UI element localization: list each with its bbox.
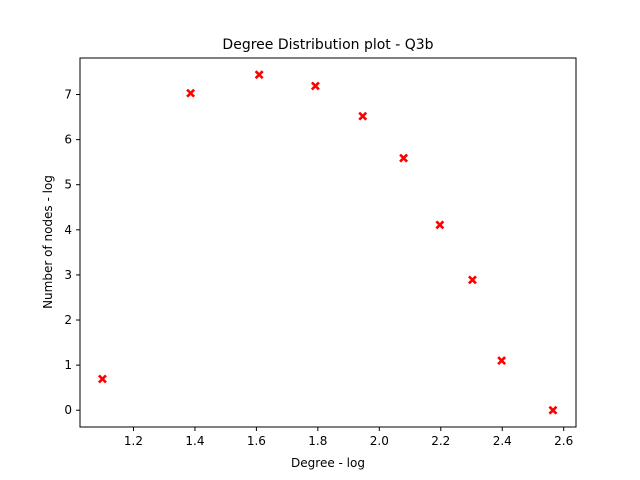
- data-point: [399, 153, 409, 163]
- data-point: [548, 405, 558, 415]
- x-axis-ticks: 1.2 1.4 1.6 1.8 2.0 2.2 2.4 2.6: [124, 427, 573, 448]
- x-tick-label: 2.0: [370, 434, 389, 448]
- y-tick-label: 5: [64, 178, 72, 192]
- y-tick-label: 6: [64, 133, 72, 147]
- x-tick-label: 1.2: [124, 434, 143, 448]
- data-point: [435, 220, 445, 230]
- x-axis-label: Degree - log: [291, 456, 365, 470]
- x-tick-label: 1.8: [308, 434, 327, 448]
- y-tick-label: 7: [64, 88, 72, 102]
- y-tick-label: 0: [64, 403, 72, 417]
- chart-title: Degree Distribution plot - Q3b: [222, 37, 433, 53]
- data-point: [186, 88, 196, 98]
- x-tick-label: 2.6: [554, 434, 573, 448]
- y-tick-label: 4: [64, 223, 72, 237]
- y-tick-label: 1: [64, 358, 72, 372]
- data-point: [467, 275, 477, 285]
- data-point: [97, 374, 107, 384]
- points-layer: [97, 70, 558, 415]
- y-tick-label: 3: [64, 268, 72, 282]
- data-point: [254, 70, 264, 80]
- x-tick-label: 2.4: [493, 434, 512, 448]
- x-tick-label: 2.2: [431, 434, 450, 448]
- y-axis-ticks: 0 1 2 3 4 5 6 7: [64, 88, 80, 417]
- x-tick-label: 1.6: [247, 434, 266, 448]
- y-axis-label: Number of nodes - log: [41, 175, 55, 309]
- data-point: [358, 111, 368, 121]
- y-tick-label: 2: [64, 313, 72, 327]
- plot-frame: [79, 57, 577, 428]
- data-point: [497, 356, 507, 366]
- data-point: [310, 81, 320, 91]
- x-tick-label: 1.4: [185, 434, 204, 448]
